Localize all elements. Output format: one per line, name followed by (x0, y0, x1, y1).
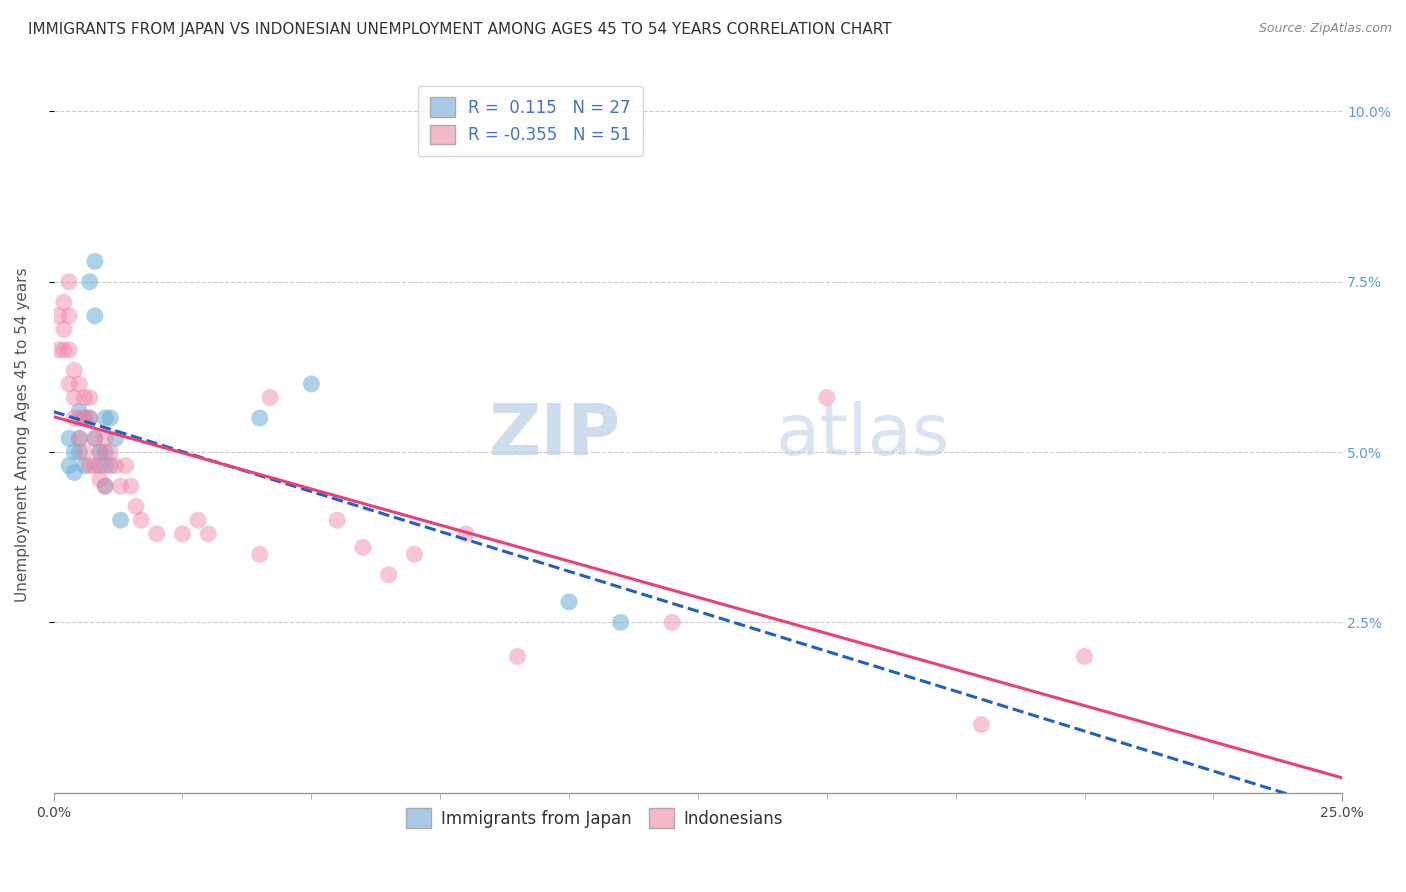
Point (79, 275, 101, 289)
Point (114, 458, 136, 473)
Point (63, 445, 86, 459)
Point (83, 458, 105, 473)
Point (58, 343, 80, 357)
Point (197, 526, 219, 541)
Point (98, 411, 121, 425)
Point (187, 513, 209, 527)
Point (98, 458, 121, 473)
Point (67, 376, 90, 391)
Point (249, 411, 271, 425)
Point (125, 500, 148, 514)
Point (67, 432, 90, 446)
Text: Source: ZipAtlas.com: Source: ZipAtlas.com (1258, 22, 1392, 36)
Point (63, 363, 86, 377)
Point (609, 615, 631, 630)
Point (110, 513, 132, 527)
Point (249, 547, 271, 561)
Point (98, 445, 121, 459)
Text: IMMIGRANTS FROM JAPAN VS INDONESIAN UNEMPLOYMENT AMONG AGES 45 TO 54 YEARS CORRE: IMMIGRANTS FROM JAPAN VS INDONESIAN UNEM… (28, 22, 891, 37)
Point (58, 458, 80, 473)
Point (79, 411, 101, 425)
Point (94, 432, 117, 446)
Point (558, 595, 581, 609)
Point (73, 458, 96, 473)
Point (120, 479, 142, 493)
Point (94, 458, 117, 473)
Point (94, 445, 117, 459)
Point (1073, 649, 1095, 664)
Point (94, 411, 117, 425)
Point (89, 472, 111, 486)
Point (48, 309, 70, 323)
Point (79, 458, 101, 473)
Point (661, 615, 683, 630)
Point (94, 479, 117, 493)
Legend: Immigrants from Japan, Indonesians: Immigrants from Japan, Indonesians (399, 802, 790, 834)
Point (110, 479, 132, 493)
Point (352, 541, 374, 555)
Point (83, 254, 105, 268)
Point (404, 547, 426, 561)
Point (67, 411, 90, 425)
Point (73, 411, 96, 425)
Point (259, 391, 281, 405)
Point (58, 376, 80, 391)
Point (58, 432, 80, 446)
Point (83, 309, 105, 323)
Point (815, 391, 838, 405)
Point (83, 432, 105, 446)
Point (129, 513, 152, 527)
Point (63, 466, 86, 480)
Point (67, 404, 90, 418)
Point (67, 445, 90, 459)
Point (89, 458, 111, 473)
Point (63, 411, 86, 425)
Point (454, 526, 477, 541)
Point (52, 322, 75, 336)
Point (58, 275, 80, 289)
Text: ZIP: ZIP (488, 401, 620, 469)
Point (58, 309, 80, 323)
Point (172, 526, 194, 541)
Point (104, 432, 127, 446)
Point (63, 391, 86, 405)
Point (299, 376, 322, 391)
Point (52, 343, 75, 357)
Point (73, 445, 96, 459)
Point (48, 343, 70, 357)
Point (83, 432, 105, 446)
Point (94, 479, 117, 493)
Point (326, 513, 349, 527)
Point (506, 649, 529, 664)
Point (104, 458, 127, 473)
Point (73, 391, 96, 405)
Point (377, 567, 399, 582)
Point (89, 445, 111, 459)
Point (79, 411, 101, 425)
Point (73, 411, 96, 425)
Y-axis label: Unemployment Among Ages 45 to 54 years: Unemployment Among Ages 45 to 54 years (15, 268, 30, 602)
Point (67, 432, 90, 446)
Point (52, 295, 75, 310)
Text: atlas: atlas (775, 401, 949, 469)
Point (79, 391, 101, 405)
Point (970, 717, 993, 731)
Point (145, 526, 167, 541)
Point (89, 445, 111, 459)
